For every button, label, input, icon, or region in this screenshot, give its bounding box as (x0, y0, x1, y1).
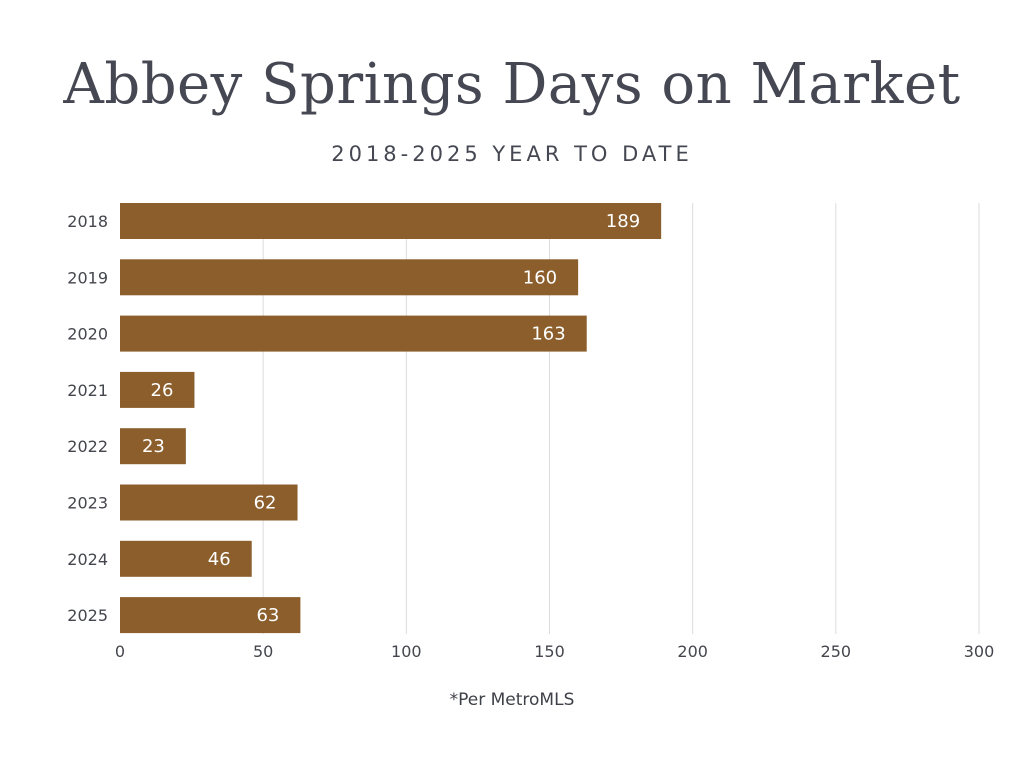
category-label: 2019 (67, 268, 108, 287)
bar-value-label: 163 (531, 324, 565, 345)
bar-value-label: 189 (606, 211, 640, 232)
bar (120, 428, 186, 465)
bar (120, 540, 252, 577)
bar-value-label: 26 (151, 380, 174, 401)
chart-subtitle: 2018-2025 YEAR TO DATE (331, 142, 693, 166)
category-label: 2021 (67, 381, 108, 400)
x-tick-label: 300 (964, 642, 995, 661)
category-label: 2024 (67, 550, 108, 569)
bar (120, 315, 587, 352)
x-tick-label: 50 (253, 642, 273, 661)
bars: 189 160 163 26 23 62 46 63 (120, 203, 662, 634)
bar (120, 597, 301, 634)
x-tick-label: 100 (391, 642, 422, 661)
bar-value-label: 62 (254, 493, 277, 514)
bar-value-label: 63 (256, 605, 279, 626)
x-tick-label: 250 (821, 642, 852, 661)
category-labels: 2018 2019 2020 2021 2022 2023 2024 2025 (67, 212, 108, 625)
x-tick-label: 150 (534, 642, 565, 661)
bar (120, 203, 662, 239)
x-tick-labels: 0 50 100 150 200 250 300 (115, 642, 994, 661)
chart-title: Abbey Springs Days on Market (63, 52, 961, 117)
bar-value-label: 23 (142, 436, 165, 457)
x-tick-label: 0 (115, 642, 125, 661)
category-label: 2020 (67, 325, 108, 344)
category-label: 2022 (67, 437, 108, 456)
x-tick-label: 200 (677, 642, 708, 661)
bar (120, 484, 298, 521)
bar (120, 371, 195, 408)
footnote: *Per MetroMLS (449, 690, 575, 710)
bar-value-label: 46 (208, 549, 231, 570)
category-label: 2025 (67, 606, 108, 625)
bar-value-label: 160 (523, 267, 557, 288)
category-label: 2018 (67, 212, 108, 231)
category-label: 2023 (67, 494, 108, 513)
bar (120, 259, 579, 296)
